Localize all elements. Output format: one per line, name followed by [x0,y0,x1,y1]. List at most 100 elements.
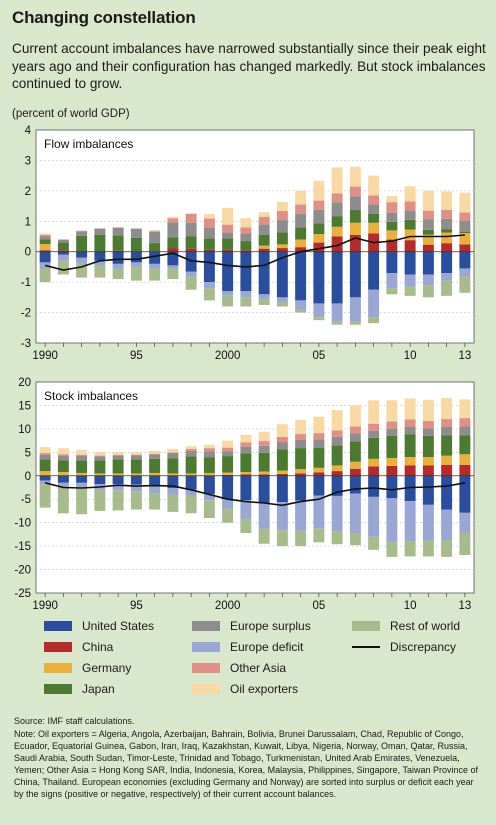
flow-bar-rest-of-world [422,285,434,298]
stock-bar-germany [295,469,307,474]
stock-bar-europe-surplus [222,451,234,457]
stock-bar-rest-of-world [276,530,288,547]
stock-bar-rest-of-world [76,487,88,515]
stock-y-tick-label: -10 [14,518,31,530]
flow-bar-rest-of-world [441,280,453,296]
stock-bar-japan [94,460,106,474]
flow-bar-europe-surplus [222,232,234,239]
stock-bar-oil-exporters [112,452,124,455]
legend-swatch-icon [352,621,380,631]
stock-discrepancy-line [44,482,466,507]
stock-bar-china [313,472,325,476]
flow-bar-rest-of-world [149,268,161,281]
flow-bar-oil-exporters [149,229,161,232]
stock-bar-china [331,471,343,476]
stock-bar-germany [94,473,106,476]
stock-bar-china [404,465,416,476]
stock-bar-rest-of-world [295,530,307,547]
stock-bar-germany [222,472,234,475]
stock-bar-oil-exporters [404,398,416,420]
flow-bar-united-states [295,251,307,301]
stock-bar-united-states [222,475,234,500]
stock-bar-rest-of-world [422,540,434,557]
flow-bar-europe-surplus [240,233,252,242]
flow-bar-china [404,240,416,252]
flow-bar-oil-exporters [167,216,179,219]
flow-bar-germany [349,222,361,235]
flow-bar-oil-exporters [276,201,288,211]
flow-bar-rest-of-world [459,276,471,293]
stock-bar-europe-deficit [386,498,398,542]
stock-bar-united-states [185,475,197,490]
stock-bar-other-asia [331,430,343,437]
flow-bar-europe-deficit [313,303,325,318]
flow-bar-rest-of-world [185,276,197,290]
stock-bar-china [258,474,270,476]
flow-bar-japan [240,241,252,251]
stock-bar-rest-of-world [459,532,471,556]
flow-bar-other-asia [203,218,215,228]
stock-bar-germany [404,457,416,466]
legend-label: Japan [82,682,115,696]
flow-bar-germany [313,234,325,243]
stock-x-tick-label: 10 [404,600,417,612]
flow-bar-japan [130,237,142,252]
stock-bar-other-asia [368,423,380,431]
flow-bar-china [295,247,307,252]
flow-bar-japan [203,238,215,250]
stock-bar-japan [422,435,434,458]
flow-bar-china [349,234,361,252]
flow-bar-rest-of-world [94,265,106,278]
stock-bar-rest-of-world [349,533,361,546]
stock-bar-europe-surplus [149,454,161,459]
stock-bar-europe-surplus [258,445,270,453]
stock-bar-oil-exporters [258,431,270,442]
stock-bar-germany [349,461,361,469]
stock-bar-japan [240,453,252,473]
flow-bar-china [39,250,51,252]
flow-bar-oil-exporters [404,186,416,202]
flow-x-tick-label: 1990 [32,350,58,362]
flow-bar-rest-of-world [386,288,398,295]
source-note: Source: IMF staff calculations. [14,716,135,726]
stock-y-tick-label: -25 [14,588,31,600]
stock-bar-china [422,465,434,476]
stock-bar-europe-deficit [130,484,142,492]
stock-bar-united-states [459,475,471,513]
unit-label: (percent of world GDP) [12,108,130,120]
flow-bar-united-states [94,251,106,261]
stock-bar-europe-deficit [240,500,252,519]
flow-bar-other-asia [386,202,398,213]
flow-bar-rest-of-world [295,309,307,313]
flow-bar-europe-surplus [39,236,51,240]
flow-bar-united-states [422,251,434,275]
stock-bar-japan [349,441,361,462]
flow-bar-europe-deficit [349,297,361,322]
stock-y-tick-label: -15 [14,541,31,553]
flow-bar-rest-of-world [76,263,88,278]
stock-bar-germany [331,465,343,472]
legend: United States China Germany Japan Europe sur… [44,618,494,698]
stock-bar-rest-of-world [222,508,234,523]
stock-bar-other-asia [295,434,307,440]
flow-bar-oil-exporters [368,175,380,196]
flow-bar-europe-deficit [76,257,88,264]
flow-bar-europe-surplus [404,210,416,220]
stock-bar-other-asia [185,449,197,451]
stock-bar-europe-deficit [167,487,179,495]
stock-bar-rest-of-world [149,493,161,510]
stock-bar-oil-exporters [349,405,361,427]
legend-label: Europe surplus [230,619,311,633]
stock-bar-united-states [386,475,398,499]
stock-bar-oil-exporters [222,440,234,448]
flow-y-tick-label: 2 [25,186,31,198]
stock-y-tick-label: 20 [18,377,31,389]
stock-bar-germany [386,457,398,466]
stock-bar-japan [386,435,398,458]
stock-bar-europe-surplus [422,428,434,436]
flow-bar-japan [313,223,325,235]
flow-bar-united-states [331,251,343,304]
stock-bar-rest-of-world [112,490,124,511]
stock-bar-oil-exporters [331,410,343,431]
flow-bar-europe-surplus [441,218,453,230]
